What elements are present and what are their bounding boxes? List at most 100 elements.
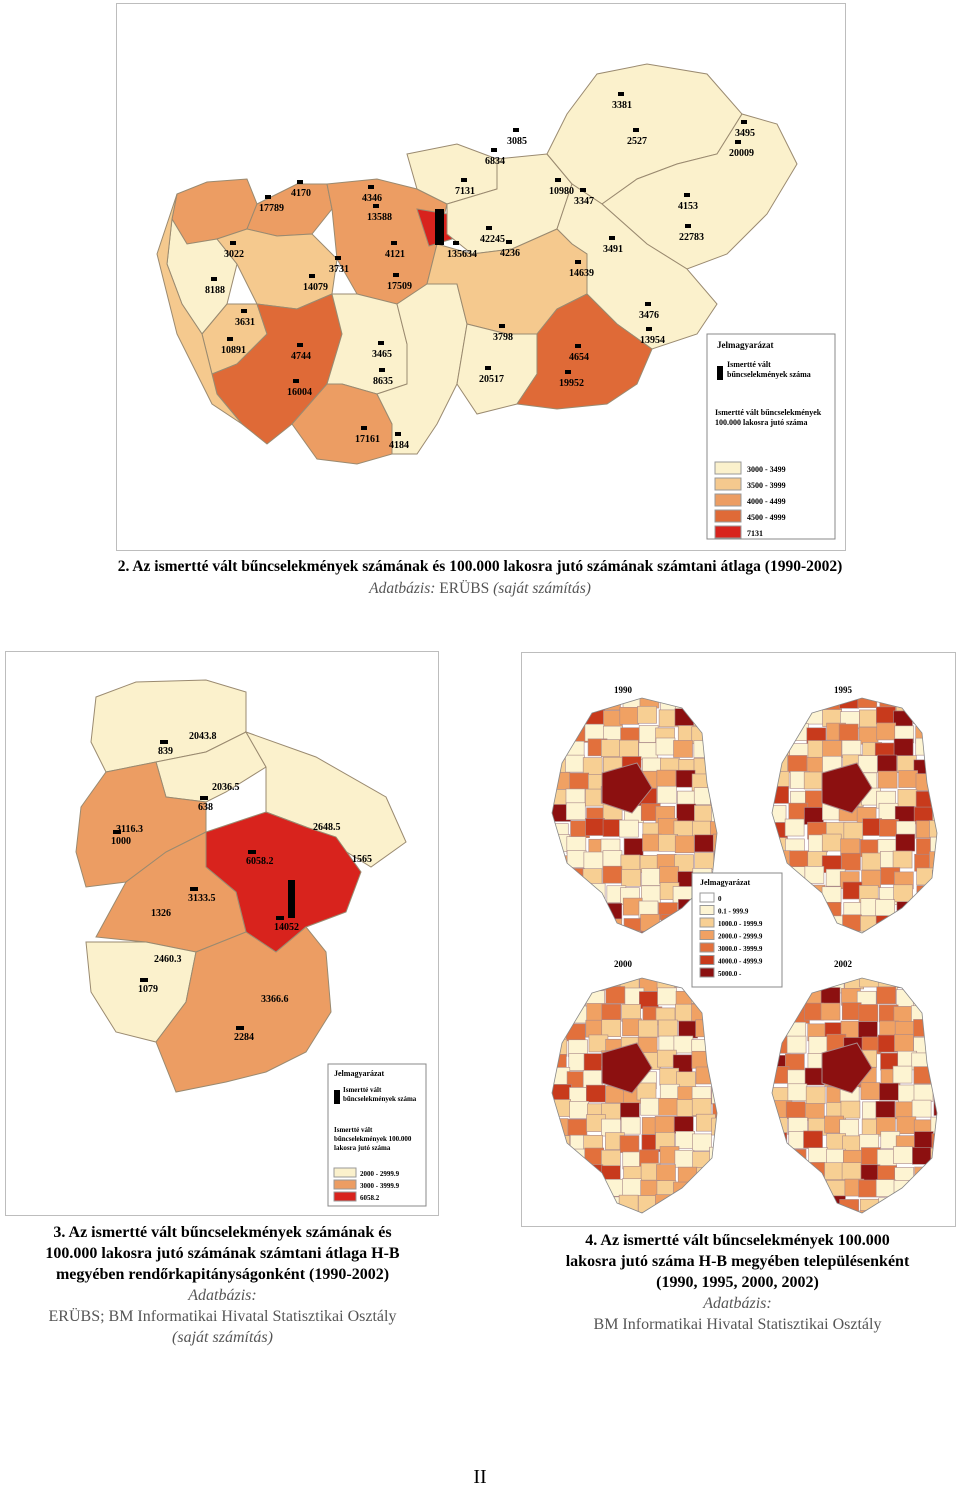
legend3-class-label: 3000 - 3999.9 (360, 1182, 400, 1190)
map3-label: 2043.8 (189, 731, 217, 742)
caption-4-line4: Adatbázis: (703, 1295, 772, 1312)
crime-marker (335, 256, 341, 260)
map2-label: 22783 (679, 232, 704, 243)
crime-marker (575, 344, 581, 348)
legend4-class-label: 0.1 - 999.9 (718, 908, 749, 916)
map2-label: 4744 (291, 351, 311, 362)
map3-label: 839 (158, 746, 173, 757)
crime-marker (499, 324, 505, 328)
map2-label: 13588 (367, 212, 392, 223)
caption-2-title: 2. Az ismertté vált bűncselekmények szám… (117, 558, 843, 575)
legend-class-label: 4000 - 4499 (747, 497, 786, 506)
caption-3-line2: 100.000 lakosra jutó számának számtani á… (45, 1245, 400, 1262)
map3-label: 638 (198, 802, 213, 813)
crime-marker (373, 204, 379, 208)
settlement-map (771, 977, 938, 1214)
crime-marker (684, 193, 690, 197)
legend3-crime: Ismertté vált bűncselekmények száma (343, 1086, 417, 1103)
crime-marker (461, 178, 467, 182)
crime-marker (485, 366, 491, 370)
map2-label: 3476 (639, 310, 659, 321)
crime-marker (393, 273, 399, 277)
crime-marker (227, 337, 233, 341)
crime-marker (160, 740, 168, 744)
map2-label: 19952 (559, 378, 584, 389)
crime-marker (378, 341, 384, 345)
caption-3-line4: Adatbázis: (188, 1287, 257, 1304)
map2-label: 3731 (329, 264, 349, 275)
crime-marker (685, 224, 691, 228)
map4-year: 2000 (614, 959, 633, 969)
crime-marker (735, 140, 741, 144)
map2-label: 17789 (259, 203, 284, 214)
crime-marker (190, 887, 198, 891)
district-berettyoujfalu (155, 926, 332, 1093)
map2-label: 3491 (603, 244, 623, 255)
legend4-swatch (699, 905, 715, 915)
crime-marker (293, 379, 299, 383)
legend3-class-label: 2000 - 2999.9 (360, 1170, 400, 1178)
map2-label: 14079 (303, 282, 328, 293)
legend3-title: Jelmagyarázat (334, 1069, 385, 1078)
budapest-bar (435, 209, 444, 245)
map2-label: 42245 (480, 234, 505, 245)
crime-marker (618, 92, 624, 96)
map3-label: 1326 (151, 908, 171, 919)
map3-label: 3116.3 (116, 824, 143, 835)
legend4-class-label: 4000.0 - 4999.9 (718, 958, 763, 966)
map2-label: 8188 (205, 285, 225, 296)
map4-year: 2002 (834, 959, 853, 969)
legend-class-label: 7131 (747, 529, 763, 538)
crime-marker (297, 343, 303, 347)
legend4-swatch (699, 942, 715, 953)
crime-marker (491, 148, 497, 152)
map3-label: 2036.5 (212, 782, 240, 793)
crime-marker (241, 309, 247, 313)
map3-label: 6058.2 (246, 856, 274, 867)
legend4-class-label: 2000.0 - 2999.9 (718, 933, 763, 941)
map4-year: 1990 (614, 685, 633, 695)
legend3-swatch (333, 1179, 357, 1190)
legend4-swatch (699, 930, 715, 940)
legend-swatch (714, 477, 742, 491)
crime-marker (236, 1026, 244, 1030)
legend-swatch (714, 509, 742, 523)
map2-label: 3798 (493, 332, 513, 343)
caption-2-source-label: Adatbázis: (369, 580, 440, 597)
debrecen-bar (288, 880, 295, 918)
map2-label: 17161 (355, 434, 380, 445)
crime-marker (361, 426, 367, 430)
legend-class-label: 3000 - 3499 (747, 465, 786, 474)
crime-marker (555, 178, 561, 182)
legend-swatch (714, 493, 742, 507)
settlement-map (551, 977, 718, 1214)
crime-marker (309, 274, 315, 278)
crime-marker (200, 796, 208, 800)
map2-label: 3495 (735, 128, 755, 139)
map2-label: 7131 (455, 186, 475, 197)
legend-class-label: 4500 - 4999 (747, 513, 786, 522)
map2-label: 4654 (569, 352, 589, 363)
map4-year: 1995 (834, 685, 853, 695)
legend4-title: Jelmagyarázat (700, 878, 751, 887)
legend-swatch (714, 461, 742, 475)
crime-marker (453, 241, 459, 245)
crime-marker (113, 830, 121, 834)
figure-4-map: 1990 1995 2000 2002 Jelmagyarázat 0 0.1 - 99… (521, 652, 956, 1227)
map2-label: 2527 (627, 136, 647, 147)
map2-label: 4153 (678, 201, 698, 212)
figure-3-map: 2043.8 839 2036.5 638 3116.3 1000 2648.5 6058.2… (5, 651, 439, 1216)
crime-marker (633, 128, 639, 132)
crime-marker (486, 226, 492, 230)
county-bekes (516, 293, 653, 410)
map2-label: 135634 (447, 249, 477, 260)
crime-marker (379, 368, 385, 372)
legend4-class-label: 3000.0 - 3999.9 (718, 945, 763, 953)
crime-marker (211, 277, 217, 281)
caption-2: 2. Az ismertté vált bűncselekmények szám… (0, 556, 960, 600)
legend-rate: Ismertté vált bűncselekmények 100.000 la… (715, 408, 822, 427)
map3-label: 2460.3 (154, 954, 182, 965)
map3-label: 3133.5 (188, 893, 216, 904)
